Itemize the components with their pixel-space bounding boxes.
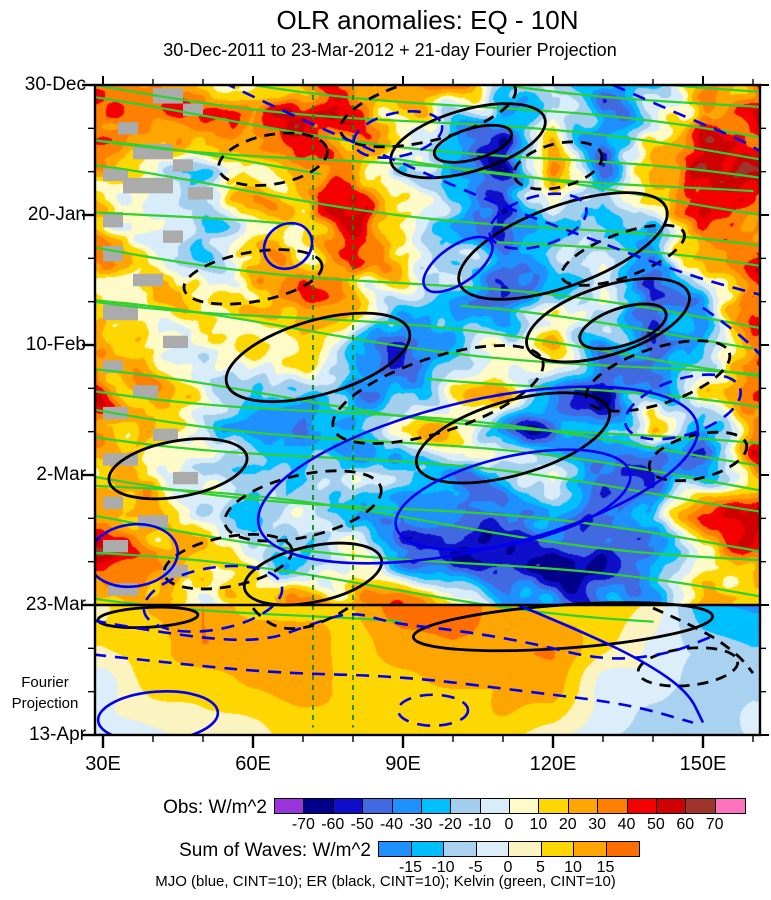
obs-colorbar-cell xyxy=(627,799,657,813)
obs-colorbar-tick: 60 xyxy=(676,816,695,833)
sum-colorbar-cell xyxy=(411,842,444,856)
sum-colorbar-tick: -10 xyxy=(431,859,455,876)
obs-colorbar-cell xyxy=(451,799,481,813)
obs-colorbar-label: Obs: W/m^2 xyxy=(163,797,267,818)
obs-colorbar-tick: -10 xyxy=(468,816,492,833)
obs-colorbar-tick: 70 xyxy=(705,816,724,833)
x-tick-label: 90E xyxy=(385,753,421,775)
sum-colorbar-tick: 10 xyxy=(564,859,582,876)
x-tick-label: 120E xyxy=(529,753,577,775)
y-tick-label: 10-Feb xyxy=(25,334,86,355)
y-tick-label: 13-Apr xyxy=(28,724,86,745)
obs-colorbar-cell xyxy=(421,799,452,813)
fourier-projection-label: Fourier Projection xyxy=(0,672,90,714)
obs-colorbar-cell xyxy=(568,799,599,813)
obs-colorbar-cell xyxy=(333,799,364,813)
contour-legend-caption: MJO (blue, CINT=10); ER (black, CINT=10)… xyxy=(155,873,616,890)
sum-colorbar-cell xyxy=(574,842,607,856)
obs-colorbar-cell xyxy=(656,799,687,813)
sum-colorbar-tick: 5 xyxy=(536,859,545,876)
fourier-projection-label-line2: Projection xyxy=(11,695,79,712)
obs-colorbar-cell xyxy=(510,799,540,813)
y-tick-label: 23-Mar xyxy=(25,594,86,615)
obs-colorbar-tick: 0 xyxy=(504,816,514,833)
x-tick-label: 60E xyxy=(235,753,271,775)
x-tick-label: 150E xyxy=(679,753,727,775)
obs-colorbar-tick: 30 xyxy=(588,816,607,833)
sum-colorbar-tick: -15 xyxy=(398,859,423,876)
y-tick-label: 2-Mar xyxy=(36,464,86,485)
obs-colorbar-cell xyxy=(275,799,305,813)
obs-colorbar-cell xyxy=(715,799,745,813)
chart-subtitle: 30-Dec-2011 to 23-Mar-2012 + 21-day Four… xyxy=(163,40,617,60)
sum-colorbar-cell xyxy=(476,842,509,856)
sum-colorbar-cell xyxy=(606,842,639,856)
fourier-projection-label-line1: Fourier xyxy=(21,674,69,691)
chart-title: OLR anomalies: EQ - 10N xyxy=(276,5,579,35)
sum-colorbar xyxy=(378,841,640,857)
obs-colorbar-tick: -30 xyxy=(409,816,433,833)
obs-colorbar-cell xyxy=(392,799,422,813)
obs-colorbar-tick: 20 xyxy=(558,816,577,833)
obs-colorbar-tick: -40 xyxy=(379,816,404,833)
obs-colorbar-cell xyxy=(686,799,716,813)
sum-colorbar-cell xyxy=(444,842,477,856)
obs-colorbar-cell xyxy=(304,799,334,813)
sum-colorbar-cell xyxy=(379,842,412,856)
sum-colorbar-tick: 0 xyxy=(503,859,513,876)
obs-colorbar xyxy=(274,798,746,814)
y-tick-label: 30-Dec xyxy=(24,74,86,95)
obs-colorbar-cell xyxy=(539,799,569,813)
y-tick-label: 20-Jan xyxy=(27,204,86,225)
obs-colorbar-cell xyxy=(363,799,393,813)
obs-colorbar-tick: -60 xyxy=(321,816,345,833)
sum-colorbar-tick: -5 xyxy=(468,859,483,876)
obs-colorbar-cell xyxy=(598,799,628,813)
sum-colorbar-cell xyxy=(509,842,542,856)
obs-colorbar-tick: -70 xyxy=(291,816,315,833)
obs-colorbar-tick: -50 xyxy=(350,816,374,833)
obs-colorbar-cell xyxy=(480,799,510,813)
sum-colorbar-cell xyxy=(541,842,574,856)
sum-colorbar-label: Sum of Waves: W/m^2 xyxy=(179,840,371,861)
obs-colorbar-tick: -20 xyxy=(438,816,462,833)
obs-colorbar-tick: 50 xyxy=(646,816,665,833)
obs-colorbar-tick: 10 xyxy=(529,816,548,833)
x-tick-label: 30E xyxy=(85,753,121,775)
obs-colorbar-tick: 40 xyxy=(617,816,636,833)
sum-colorbar-tick: 15 xyxy=(596,859,615,876)
